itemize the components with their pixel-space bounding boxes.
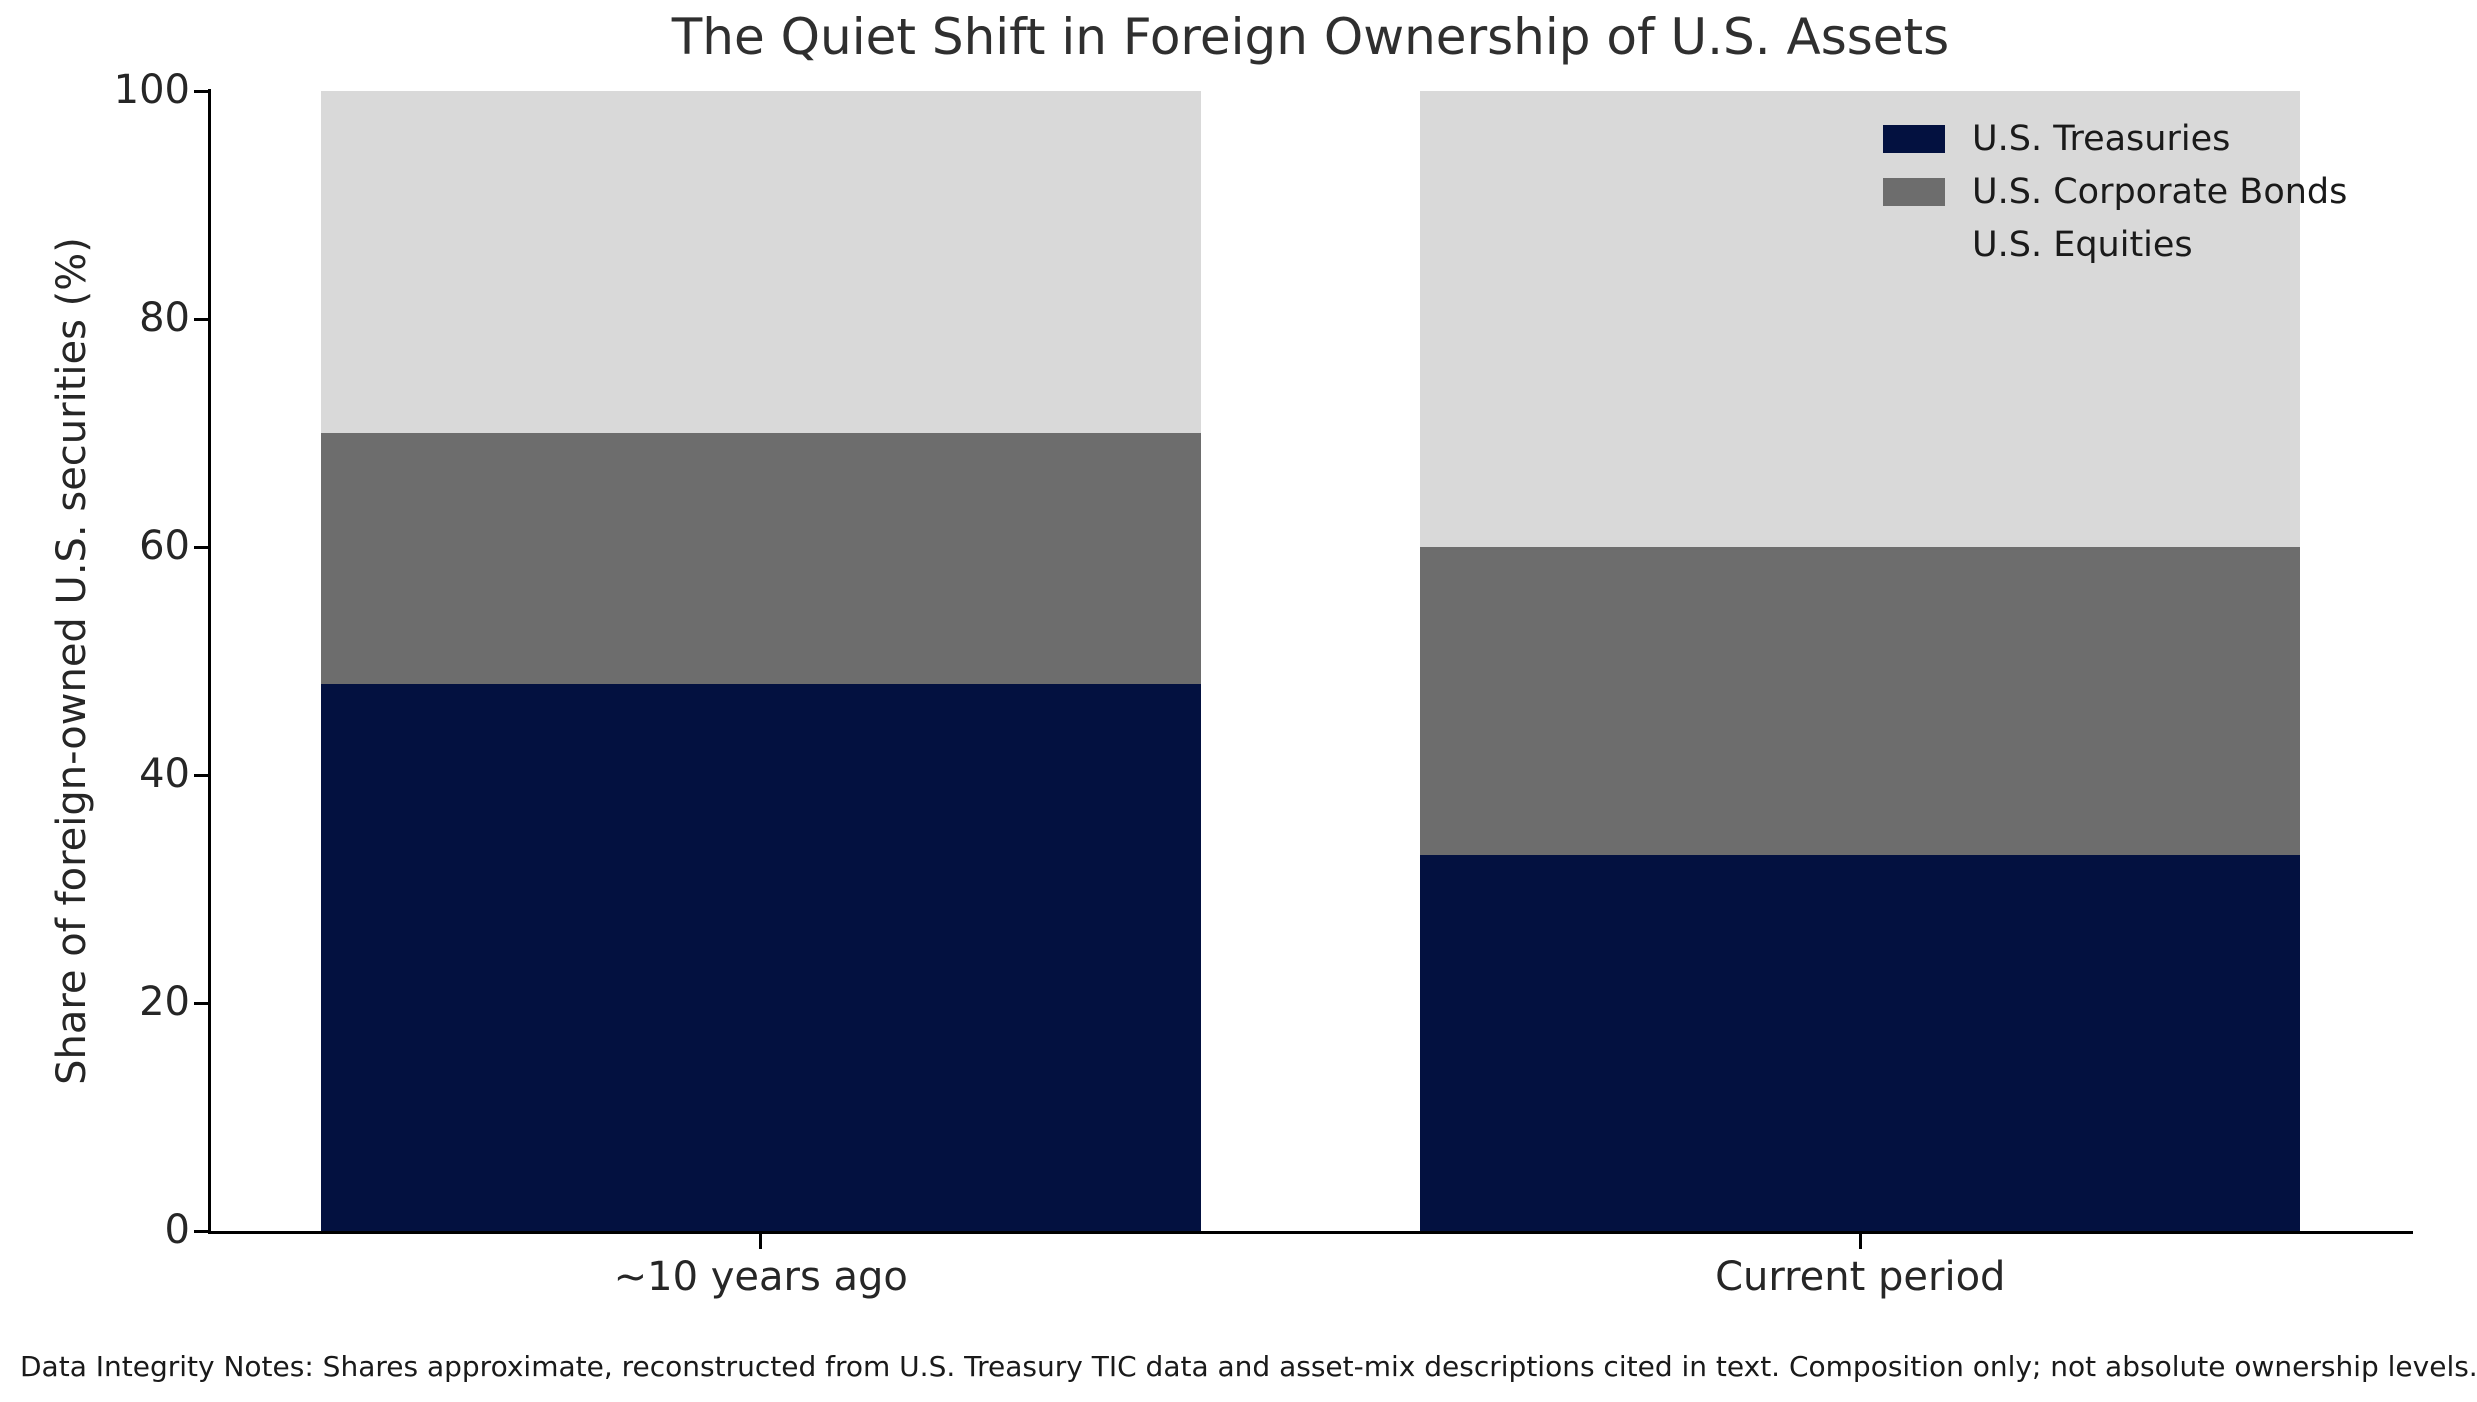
plot-area — [211, 91, 2410, 1231]
y-axis-label: Share of foreign-owned U.S. securities (… — [49, 237, 95, 1085]
legend-swatch-u-s-treasuries — [1883, 124, 1945, 153]
y-tick-label-100: 100 — [113, 67, 190, 114]
x-tick-mark — [1858, 1234, 1862, 1249]
segment-10-years-ago-u-s-treasuries — [320, 683, 1201, 1231]
bar-10-years-ago — [320, 91, 1201, 1231]
segment-10-years-ago-u-s-equities — [320, 91, 1201, 434]
y-tick-label-20: 20 — [139, 979, 190, 1026]
legend-label-u-s-corporate-bonds: U.S. Corporate Bonds — [1972, 171, 2348, 212]
legend-label-u-s-equities: U.S. Equities — [1972, 224, 2193, 265]
y-tick-mark — [194, 89, 209, 93]
y-tick-label-0: 0 — [164, 1207, 190, 1254]
y-tick-mark — [194, 317, 209, 321]
legend-swatch-u-s-corporate-bonds — [1883, 177, 1945, 206]
legend-item-u-s-equities: U.S. Equities — [1883, 218, 2347, 271]
segment-current-period-u-s-treasuries — [1420, 854, 2301, 1231]
legend-item-u-s-treasuries: U.S. Treasuries — [1883, 112, 2347, 165]
y-axis-spine — [208, 89, 211, 1234]
x-axis-spine — [208, 1231, 2413, 1234]
segment-10-years-ago-u-s-corporate-bonds — [320, 433, 1201, 684]
y-tick-mark — [194, 1001, 209, 1005]
legend-swatch-u-s-equities — [1883, 230, 1945, 259]
y-tick-label-40: 40 — [139, 751, 190, 798]
x-tick-mark — [759, 1234, 763, 1249]
legend: U.S. Treasuries U.S. Corporate Bonds U.S. … — [1883, 112, 2347, 271]
y-tick-mark — [194, 1229, 209, 1233]
data-integrity-note: Data Integrity Notes: Shares approximate… — [20, 1350, 2477, 1383]
chart-title: The Quiet Shift in Foreign Ownership of … — [671, 8, 1950, 66]
x-tick-label-current-period: Current period — [1715, 1254, 2006, 1300]
y-tick-mark — [194, 773, 209, 777]
x-tick-label-10-years-ago: ~10 years ago — [613, 1254, 908, 1300]
legend-label-u-s-treasuries: U.S. Treasuries — [1972, 118, 2231, 159]
segment-current-period-u-s-equities — [1420, 91, 2301, 548]
segment-current-period-u-s-corporate-bonds — [1420, 547, 2301, 855]
y-tick-label-60: 60 — [139, 523, 190, 570]
y-tick-label-80: 80 — [139, 295, 190, 342]
y-tick-mark — [194, 545, 209, 549]
legend-item-u-s-corporate-bonds: U.S. Corporate Bonds — [1883, 165, 2347, 218]
bar-current-period — [1420, 91, 2301, 1231]
